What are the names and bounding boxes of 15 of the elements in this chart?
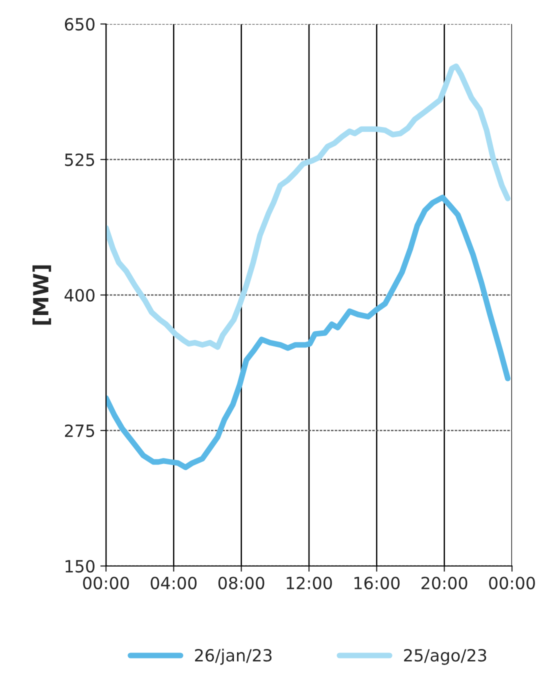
y-tick-label: 400 — [64, 288, 94, 302]
x-tick-label: 08:00 — [218, 576, 264, 590]
y-tick-label: 650 — [64, 18, 94, 31]
y-tick-label: 275 — [64, 424, 94, 438]
y-tick-label: 150 — [66, 560, 94, 573]
x-tick-label: 04:00 — [150, 576, 197, 590]
legend-label: 26/jan/23 — [195, 648, 272, 665]
y-axis-title: [MW] — [32, 265, 52, 325]
legend-label: 25/ago/23 — [404, 648, 486, 665]
x-tick-label: 20:00 — [422, 576, 468, 590]
y-tick-label: 525 — [65, 153, 94, 166]
x-tick-label: 00:00 — [83, 576, 129, 590]
x-tick-label: 16:00 — [354, 576, 400, 590]
x-tick-label: 00:00 — [489, 576, 535, 590]
x-tick-label: 12:00 — [286, 576, 332, 590]
